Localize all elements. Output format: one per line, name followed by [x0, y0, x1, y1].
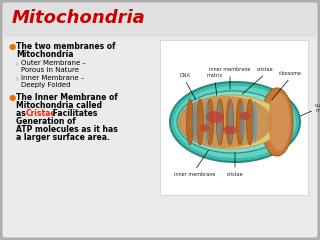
Text: Facilitates: Facilitates	[50, 109, 97, 118]
Ellipse shape	[178, 96, 273, 148]
Ellipse shape	[206, 99, 213, 145]
Text: cristae: cristae	[257, 67, 273, 72]
Text: Mitochondria: Mitochondria	[12, 9, 146, 27]
Text: as: as	[16, 109, 28, 118]
Text: Mitochondria: Mitochondria	[16, 50, 74, 59]
Ellipse shape	[205, 101, 209, 143]
Ellipse shape	[170, 82, 300, 162]
FancyBboxPatch shape	[3, 3, 317, 37]
Text: outer
membrane: outer membrane	[315, 103, 320, 114]
Text: Generation of: Generation of	[16, 117, 76, 126]
Ellipse shape	[261, 88, 293, 156]
Ellipse shape	[268, 93, 290, 151]
Text: Inner Membrane –: Inner Membrane –	[21, 75, 84, 81]
Ellipse shape	[253, 101, 257, 143]
Ellipse shape	[196, 99, 204, 145]
Text: DNA: DNA	[180, 73, 190, 78]
Text: cristae: cristae	[227, 172, 243, 177]
Ellipse shape	[200, 125, 210, 132]
Text: a larger surface area.: a larger surface area.	[16, 133, 110, 142]
Text: ◦: ◦	[15, 60, 20, 69]
Ellipse shape	[217, 101, 221, 143]
Text: Outer Membrane –: Outer Membrane –	[21, 60, 86, 66]
Ellipse shape	[217, 99, 223, 145]
Text: ●: ●	[9, 93, 16, 102]
Text: The Inner Membrane of: The Inner Membrane of	[16, 93, 118, 102]
Ellipse shape	[187, 99, 194, 145]
Ellipse shape	[193, 101, 197, 143]
Ellipse shape	[177, 91, 289, 153]
Ellipse shape	[206, 111, 224, 123]
Text: ATP molecules as it has: ATP molecules as it has	[16, 125, 118, 134]
Ellipse shape	[229, 101, 233, 143]
Text: ◦: ◦	[15, 75, 20, 84]
Text: Cristae: Cristae	[26, 109, 57, 118]
Ellipse shape	[180, 95, 282, 149]
Ellipse shape	[246, 99, 253, 145]
Text: Porous in Nature: Porous in Nature	[21, 67, 79, 73]
Text: ribosome: ribosome	[278, 71, 301, 76]
Text: Deeply Folded: Deeply Folded	[21, 82, 70, 88]
Text: inner membrane: inner membrane	[209, 67, 251, 72]
Text: matrix: matrix	[207, 73, 223, 78]
Text: inner membrane: inner membrane	[174, 172, 216, 177]
Text: The two membranes of: The two membranes of	[16, 42, 116, 51]
FancyBboxPatch shape	[2, 2, 318, 238]
Ellipse shape	[174, 86, 296, 158]
Ellipse shape	[239, 112, 251, 120]
FancyBboxPatch shape	[160, 40, 308, 195]
Ellipse shape	[241, 101, 245, 143]
Text: ●: ●	[9, 42, 16, 51]
Ellipse shape	[223, 126, 237, 134]
Ellipse shape	[236, 99, 244, 145]
Text: Mitochondria called: Mitochondria called	[16, 101, 102, 110]
Ellipse shape	[227, 99, 234, 145]
